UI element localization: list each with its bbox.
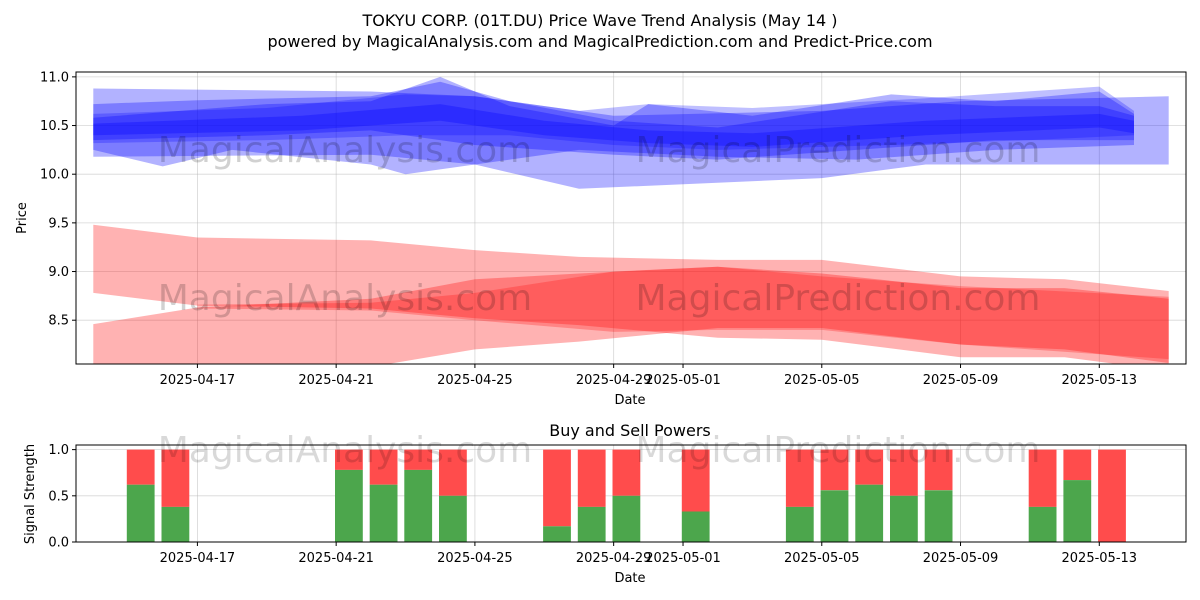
sell-power-bar [439,449,467,496]
signal-y-tick-label: 0.0 [48,536,69,551]
signal-y-tick-label: 1.0 [48,443,69,458]
buy-power-bar [161,506,190,542]
watermark-text: MagicalAnalysis.com [158,130,532,171]
price-plot-frame [75,71,1187,365]
buy-power-bar [890,495,918,542]
sell-power-bar [785,449,814,507]
signal-panel: Buy and Sell Powers MagicalAnalysis.com M… [23,421,1187,586]
buy-power-bar [681,511,710,542]
price-y-tick-label: 10.5 [40,119,69,134]
signal-y-tick-label: 0.5 [48,489,69,504]
sell-power-bar [1028,449,1057,507]
buy-power-bar [577,506,606,542]
price-x-tick-label: 2025-04-17 [160,373,236,388]
sell-power-bar [890,449,918,496]
price-x-axis-label: Date [614,393,645,408]
price-axis-ticks: 2025-04-17 2025-04-21 2025-04-25 2025-04-29… [40,70,1137,388]
blue-wave-band-4 [93,86,1134,150]
red-wave-band-8 [197,266,1169,360]
price-x-tick-label: 2025-05-13 [1062,373,1138,388]
price-panel: MagicalAnalysis.com MagicalPrediction.com… [15,70,1187,408]
signal-x-tick-label: 2025-05-09 [923,551,999,566]
sell-power-bar [161,449,190,507]
blue-wave-band-2 [93,81,1134,175]
watermark-text: MagicalAnalysis.com [158,430,532,471]
chart-title: TOKYU CORP. (01T.DU) Price Wave Trend An… [361,11,837,30]
price-x-tick-label: 2025-04-25 [437,373,513,388]
buy-power-bar [126,484,155,542]
sell-power-bar [1063,449,1092,481]
signal-x-axis-label: Date [614,571,645,586]
sell-power-bar [404,449,433,470]
watermark-text: MagicalAnalysis.com [158,278,532,319]
signal-x-tick-label: 2025-05-01 [645,551,721,566]
price-x-tick-label: 2025-05-01 [645,373,721,388]
signal-x-tick-label: 2025-05-13 [1062,551,1138,566]
buy-power-bar [1028,506,1057,542]
price-x-tick-label: 2025-04-21 [298,373,374,388]
sell-power-bar [543,449,571,527]
sell-power-bar [126,449,155,485]
blue-wave-band-3 [93,76,1134,160]
sell-power-bar [335,449,363,470]
price-x-tick-label: 2025-05-09 [923,373,999,388]
price-y-tick-label: 8.5 [48,314,69,329]
price-grid [76,72,1186,364]
buy-power-bar [1063,480,1092,542]
watermark-text: MagicalPrediction.com [636,430,1041,471]
buy-power-bar [820,490,849,542]
sell-power-bar [855,449,884,485]
price-y-tick-label: 10.0 [40,168,69,183]
price-y-tick-label: 11.0 [40,70,69,85]
buy-power-bar [369,484,398,542]
watermark-text: MagicalPrediction.com [636,130,1041,171]
buy-power-bar [855,484,884,542]
price-bands [93,76,1169,364]
signal-x-tick-label: 2025-05-05 [784,551,860,566]
sell-power-bar [681,449,710,512]
signal-plot-frame [75,444,1187,543]
sell-power-bar [924,449,953,491]
signal-x-tick-label: 2025-04-25 [437,551,513,566]
price-watermarks: MagicalAnalysis.com MagicalPrediction.com… [158,130,1041,319]
buy-power-bar [404,469,433,542]
buy-power-bar [439,495,467,542]
signal-watermarks: MagicalAnalysis.com MagicalPrediction.com [158,430,1041,471]
chart-subtitle: powered by MagicalAnalysis.com and Magic… [267,32,932,51]
signal-x-tick-label: 2025-04-17 [160,551,236,566]
sell-power-bar [820,449,849,491]
signal-title: Buy and Sell Powers [549,421,711,440]
buy-power-bar [785,506,814,542]
sell-power-bar [369,449,398,485]
sell-power-bar [577,449,606,507]
price-x-tick-label: 2025-05-05 [784,373,860,388]
buy-power-bar [335,469,363,542]
price-y-tick-label: 9.0 [48,265,69,280]
signal-x-tick-label: 2025-04-21 [298,551,374,566]
buy-power-bar [543,526,571,542]
blue-wave-band-1 [93,88,1169,189]
price-y-tick-label: 9.5 [48,216,69,231]
buy-power-bar [612,495,641,542]
signal-bars [126,449,1126,542]
blue-wave-band-5 [93,104,1134,147]
watermark-text: MagicalPrediction.com [636,278,1041,319]
sell-power-bar [612,449,641,496]
signal-axis-ticks: 2025-04-17 2025-04-21 2025-04-25 2025-04-29… [48,443,1137,566]
signal-x-tick-label: 2025-04-29 [576,551,652,566]
signal-y-axis-label: Signal Strength [23,444,38,544]
buy-power-bar [924,490,953,542]
price-y-axis-label: Price [15,202,30,234]
red-wave-band-7 [93,266,1169,364]
red-wave-band-6 [93,224,1169,364]
sell-power-bar [1098,449,1126,542]
price-x-tick-label: 2025-04-29 [576,373,652,388]
